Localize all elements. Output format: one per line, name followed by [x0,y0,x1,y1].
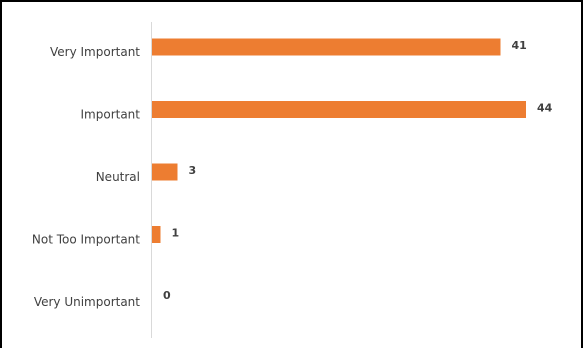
category-label-very-important: Very Important [50,45,140,59]
category-label-important: Important [81,108,141,122]
category-labels: Very Important Important Neutral Not Too Im… [32,45,140,309]
value-label-very-unimportant: 0 [163,289,171,302]
value-label-neutral: 3 [189,164,197,177]
bar-very-important [152,38,501,56]
bar-important [152,101,526,118]
bars-layer [152,38,526,243]
category-label-not-too-important: Not Too Important [32,233,140,247]
value-label-important: 44 [537,102,553,115]
category-label-neutral: Neutral [96,170,140,184]
bar-not-too-important [152,226,161,243]
value-label-very-important: 41 [512,39,527,52]
category-label-very-unimportant: Very Unimportant [34,295,140,309]
bar-neutral [152,163,178,181]
value-label-not-too-important: 1 [172,227,180,240]
value-labels: 41 44 3 1 0 [163,39,553,302]
